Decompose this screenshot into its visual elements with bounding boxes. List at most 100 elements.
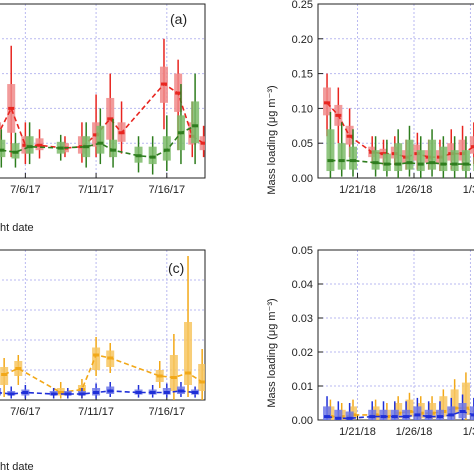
panel-b-y-tick-label: 0.15 [292,69,313,81]
panel-c-frame [0,249,206,401]
panel-b-y-tick-label: 0.25 [292,0,313,11]
panel-a-frame [0,3,206,179]
panel-a-green-median [57,146,64,150]
panel-b-green-box [337,143,346,170]
panel-b-y-axis-title: Mass loading (μg m⁻³) [266,85,278,194]
panel-b-green-box [416,150,425,172]
panel-b-y-tick-label: 0.10 [292,103,313,115]
panel-a-green-median [97,141,104,145]
panel-c-blue-median [64,392,71,396]
panel-a-label: (a) [170,11,187,27]
panel-a-green-median [83,145,90,149]
panel-d-data [323,372,474,420]
panel-a-green-box [25,136,34,154]
panel-c-orange-line [3,354,203,394]
panel-d-blue-box [424,409,433,420]
panel-d-y-tick-label: 0.01 [292,381,313,393]
panel-c-orange-median [57,391,64,394]
panel-b-green-median [417,162,424,166]
panel-b-y-tick-label: 0.20 [292,34,313,46]
panel-a-red-median [36,143,43,147]
panel-b-green-median [338,159,345,163]
panel-c-blue-median [107,389,114,393]
panel-d-blue-box [379,409,388,420]
panel-b-frame [317,3,474,179]
panel-d-blue-box [323,406,332,420]
panel-d-x-tick-label: 1/21/18 [339,426,376,438]
panel-d-blue-median [369,415,376,419]
panel-c-blue-median [163,391,170,394]
panel-d: 1/21/18 1/26/18 1/3 0.00 0.01 0.02 0.03 0.04 0.0… [292,245,474,438]
panel-c-blue-median [22,391,29,394]
panel-d-orange-box [439,396,448,417]
panel-b-green-box [450,150,459,172]
panel-d-blue-box [435,409,444,420]
panel-d-frame [317,249,474,421]
panel-b-green-median [429,161,436,165]
panel-b-green-median [451,162,458,166]
panel-d-y-tick-label: 0.04 [292,279,313,291]
panel-a-x-tick-label: 7/16/17 [148,184,185,196]
panel-a-data [0,38,205,175]
panel-b-green-box [461,150,470,172]
panel-d-blue-median [470,413,474,417]
panel-d-blue-box [402,409,411,420]
panel-c-blue-box [0,388,2,396]
panel-b-green-median [395,162,402,166]
panel-b-green-box [349,146,358,170]
panel-d-orange-box [461,382,470,415]
panel-c-data [0,256,205,400]
panel-c-blue-median [192,391,199,394]
panel-b-green-median [327,159,334,163]
panel-b-red-median [346,134,353,138]
panel-c-orange-median [185,371,192,375]
panel-d-orange-box [405,399,414,417]
panel-a-green-box [162,136,171,161]
panel-d-y-tick-label: 0.02 [292,347,313,359]
panel-d-blue-median [425,415,432,419]
panel-a-green-median [12,150,19,154]
panel-c-blue-median [8,392,15,396]
panel-a-red-median [118,131,125,135]
panel-b-green-box [394,143,403,172]
panel-b-green-box [326,129,335,172]
panel-a-green-median [0,148,5,152]
panel-b-red-median [324,101,331,105]
panel-d-blue-median [459,410,466,413]
panel-a-x-axis-title: ht date [0,222,34,234]
panel-d-blue-median [346,416,353,420]
panel-c-orange-median [199,380,205,384]
panel-d-blue-median [324,415,331,419]
panel-a-x-tick-label: 7/6/17 [10,184,41,196]
panel-a-green-median [149,155,156,159]
panel-c-orange-median [1,373,8,376]
panel-b-green-box [382,153,391,172]
panel-c-blue-median [78,392,85,396]
panel-c-orange-box [169,355,178,391]
panel-d-x-tick-label: 1/3 [463,426,474,438]
panel-d-blue-box [345,411,354,420]
panel-b-green-median [350,159,357,163]
panel-c-blue-median [135,391,142,394]
panel-b-green-median [383,162,390,166]
panel-d-blue-median [403,415,410,419]
panel-b-green-median [462,162,469,166]
panel-b-red-median [335,113,342,117]
panel-c-x-tick-label: 7/6/17 [10,406,41,418]
panel-d-blue-median [414,413,421,417]
panel-b-green-median [372,161,379,165]
panel-c-orange-median [15,367,22,370]
panel-a-red-median [22,143,29,147]
panel-d-blue-box [469,406,474,420]
panel-c-label: (c) [168,260,184,276]
panel-d-blue-box [368,409,377,420]
panel-a-green-box [96,125,105,154]
panel-d-blue-median [448,413,455,417]
panel-c-blue-median [50,392,57,396]
panel-a-red-median [107,117,114,121]
panel-d-blue-box [447,406,456,420]
panel-a-green-box [148,146,157,165]
panel-a-x-tick-label: 7/11/17 [78,184,114,196]
panel-b-y-tick-label: 0.00 [292,173,313,185]
panel-b-green-median [406,161,413,165]
